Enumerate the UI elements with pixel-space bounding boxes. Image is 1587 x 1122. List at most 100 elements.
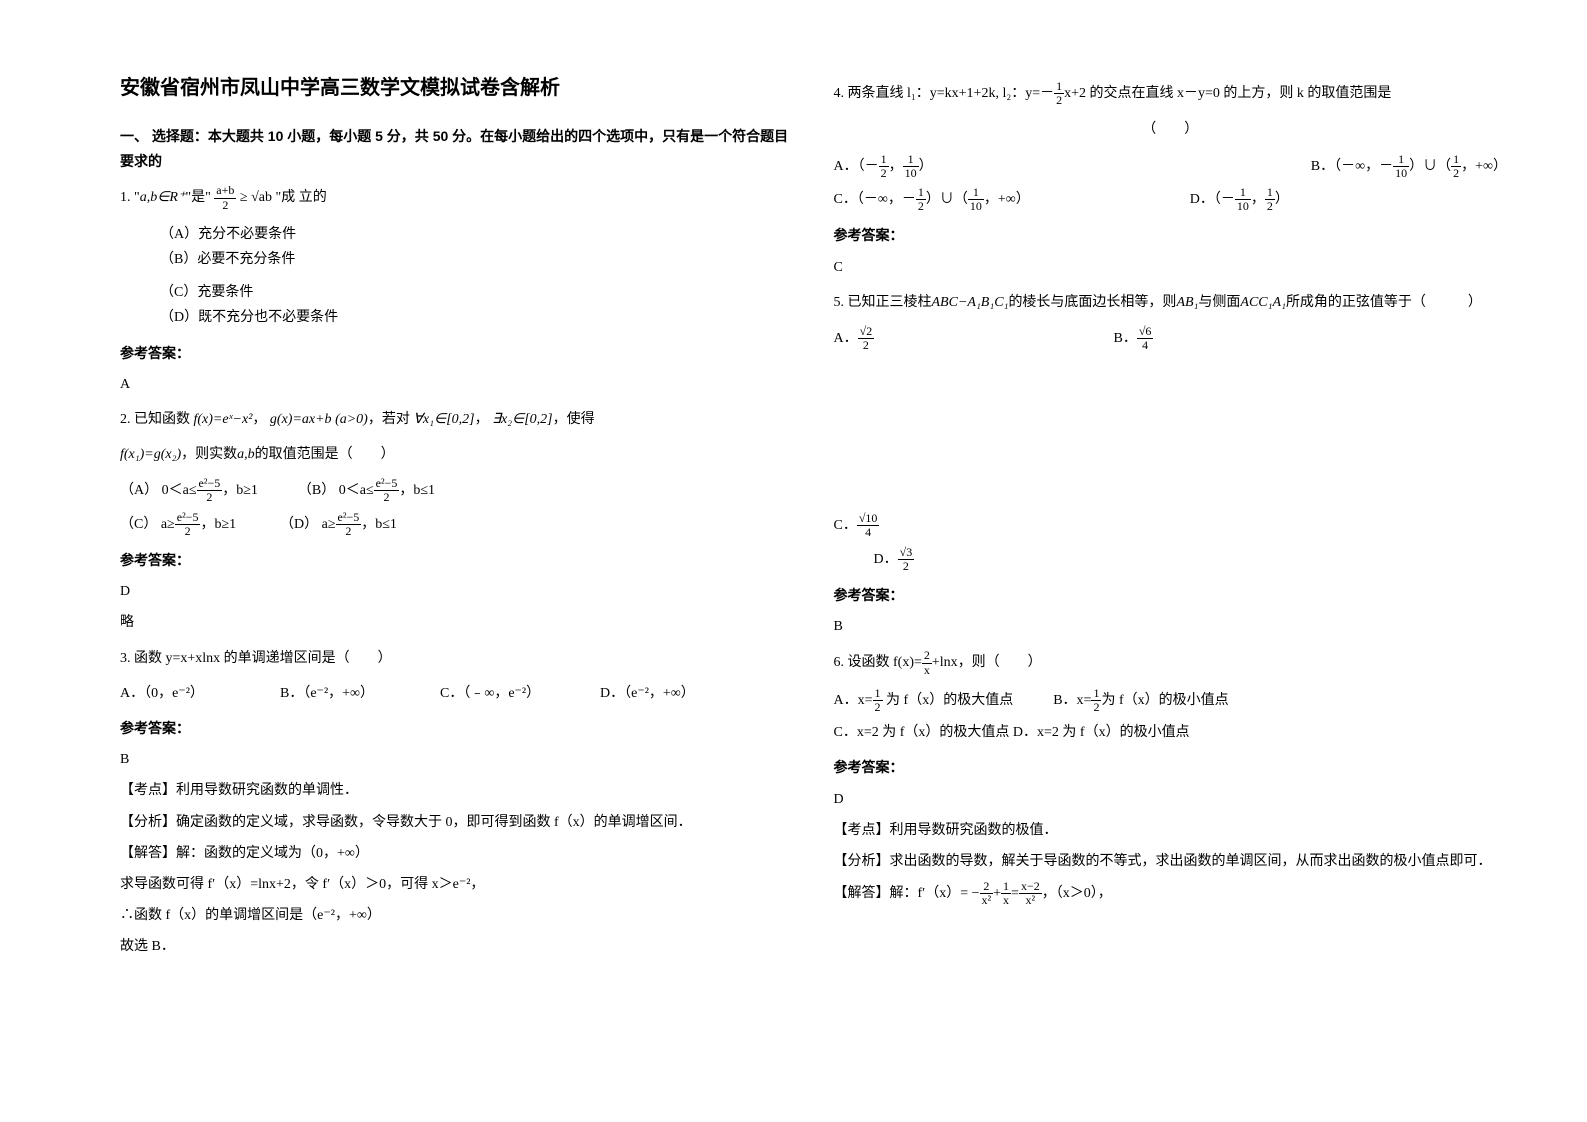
- q2-c2: ，: [475, 412, 489, 427]
- q2c-pre: （C）: [120, 517, 157, 532]
- q4-paren: （ ）: [834, 117, 1508, 142]
- q2-opt-b: （B） 0＜a≤e²−52，b≤1: [298, 477, 435, 504]
- q2-exists: ∃x₂∈[0,2]: [492, 412, 553, 427]
- q2-opts-ab: （A） 0＜a≤e²−52，b≥1 （B） 0＜a≤e²−52，b≤1: [120, 477, 794, 504]
- q2-opt-d: （D） a≥e²−52，b≤1: [280, 511, 400, 538]
- page-title: 安徽省宿州市凤山中学高三数学文模拟试卷含解析: [120, 70, 794, 106]
- q2-s1: 2. 已知函数: [120, 412, 190, 427]
- section1-heading: 一、 选择题：本大题共 10 小题，每小题 5 分，共 50 分。在每小题给出的…: [120, 124, 794, 174]
- question-5: 5. 已知正三棱柱ABC−A₁B₁C₁的棱长与底面边长相等，则AB₁与侧面ACC…: [834, 290, 1508, 315]
- q6-opt-cd: C．x=2 为 f（x）的极大值点 D．x=2 为 f（x）的极小值点: [834, 720, 1508, 745]
- q2-l2b: ，则实数: [181, 447, 237, 462]
- q4b-pre: B．（－∞，－: [1311, 158, 1393, 173]
- q5-opt-a: A．√22: [834, 325, 954, 352]
- q3-opt-b: B．（e⁻²，+∞）: [280, 681, 400, 706]
- q3-jd1: 【解答】解：函数的定义域为（0，+∞）: [120, 841, 794, 866]
- q6-jd-pre: 【解答】解：f′（x）= −: [834, 886, 980, 901]
- q2a-mid: ，b≥1: [222, 483, 258, 498]
- q4a-post: ）: [919, 158, 933, 173]
- q6-s1: 6. 设函数: [834, 655, 890, 670]
- q6a-post: 为 f（x）的极大值点: [883, 693, 1014, 708]
- q5-opt-c: C．√104: [834, 512, 954, 539]
- q2-opt-a: （A） 0＜a≤e²−52，b≥1: [120, 477, 258, 504]
- q4-frac-half: 12: [1054, 80, 1064, 107]
- q3-jd4: 故选 B．: [120, 934, 794, 959]
- q6-opts-ab: A．x=12 为 f（x）的极大值点 B．x=12为 f（x）的极小值点: [834, 687, 1508, 714]
- q5-ans: B: [834, 614, 1508, 639]
- q4d-pre: D．（－: [1190, 192, 1235, 207]
- q5-opts-abc: A．√22 B．√64 C．√104: [834, 325, 1508, 540]
- q5-s3: 与侧面: [1198, 295, 1240, 310]
- question-4: 4. 两条直线 l₁：y=kx+1+2k, l₂：y=－12x+2 的交点在直线…: [834, 80, 1508, 107]
- question-1: 1. "a,b∈R⁺"是" a+b2 ≥ ab "成 立的: [120, 184, 794, 211]
- q4-s2: x+2 的交点在直线 x－y=0 的上方，则 k 的取值范围是: [1064, 86, 1391, 101]
- q6b-post: 为 f（x）的极小值点: [1101, 693, 1228, 708]
- q2d-mid: ，b≤1: [361, 517, 397, 532]
- q4-ans: C: [834, 255, 1508, 280]
- q1-opt-a: （A）充分不必要条件: [160, 222, 296, 247]
- q4-opt-a: A．（－12，110）: [834, 153, 954, 180]
- q6a-pre: A．: [834, 693, 858, 708]
- q5-opts-d: D．√32: [834, 546, 1508, 573]
- q5-ab1: AB₁: [1176, 295, 1198, 310]
- q2-ans: D: [120, 579, 794, 604]
- q5-s2: 的棱长与底面边长相等，则: [1008, 295, 1176, 310]
- q3-opts: A．（0，e⁻²） B．（e⁻²，+∞） C．（﹣∞，e⁻²） D．（e⁻²，+…: [120, 681, 794, 706]
- q6-jd: 【解答】解：f′（x）= −2x²+1x=x−2x²，（x＞0），: [834, 880, 1508, 907]
- q3-opt-a: A．（0，e⁻²）: [120, 681, 240, 706]
- q2b-pre: （B）: [298, 483, 335, 498]
- q3-opt-c: C．（﹣∞，e⁻²）: [440, 681, 560, 706]
- q6b-pre: B．: [1053, 693, 1076, 708]
- q1-ans: A: [120, 372, 794, 397]
- q2-s3: ，使得: [553, 412, 595, 427]
- q2-l2d: 的取值范围是（ ）: [255, 447, 395, 462]
- q5-acc: ACC₁A₁: [1240, 295, 1286, 310]
- q4-opt-d: D．（－110，12）: [1190, 186, 1310, 213]
- q2-forall: ∀x₁∈[0,2]: [413, 412, 474, 427]
- q6-ans: D: [834, 787, 1508, 812]
- q4-ref: 参考答案：: [834, 223, 1508, 248]
- q5-ref: 参考答案：: [834, 583, 1508, 608]
- q4b-post: ，+∞）: [1461, 158, 1507, 173]
- q3-kd: 【考点】利用导数研究函数的单调性．: [120, 778, 794, 803]
- q3-jd3: ∴函数 f（x）的单调增区间是（e⁻²，+∞）: [120, 903, 794, 928]
- q2-lue: 略: [120, 610, 794, 635]
- q2-s2: ，若对: [368, 412, 410, 427]
- q1-opt-c: （C）充要条件: [160, 280, 253, 305]
- q3-jd2: 求导函数可得 f′（x）=lnx+2，令 f′（x）＞0，可得 x＞e⁻²，: [120, 872, 794, 897]
- q3-opt-d: D．（e⁻²，+∞）: [600, 681, 720, 706]
- q6-frac1: 2x: [922, 649, 932, 676]
- q1-stem-b: a,b∈R⁺: [140, 190, 186, 205]
- q6-jd-mid: +: [993, 886, 1001, 901]
- q1-options: （A）充分不必要条件 （B）必要不充分条件 （C）充要条件 （D）既不充分也不必…: [120, 222, 794, 331]
- q2d-pre: （D）: [280, 517, 318, 532]
- q5-opt-d: D．√32: [874, 546, 994, 573]
- q6-jd-post: ，（x＞0），: [1042, 886, 1112, 901]
- right-column: 4. 两条直线 l₁：y=kx+1+2k, l₂：y=－12x+2 的交点在直线…: [814, 70, 1528, 1092]
- q5-s1: 5. 已知正三棱柱: [834, 295, 932, 310]
- q1-opt-d: （D）既不充分也不必要条件: [160, 305, 338, 330]
- q2-ref: 参考答案：: [120, 548, 794, 573]
- q5-prism: ABC−A₁B₁C₁: [932, 295, 1009, 310]
- q2c-mid: ，b≥1: [200, 517, 236, 532]
- q6-kd: 【考点】利用导数研究函数的极值．: [834, 818, 1508, 843]
- q1-opt-b: （B）必要不充分条件: [160, 247, 295, 272]
- q4-opts-ab: A．（－12，110） B．（－∞，－110）∪（12，+∞）: [834, 153, 1508, 180]
- question-6: 6. 设函数 f(x)=2x+lnx，则（ ）: [834, 649, 1508, 676]
- q6-fx: 【分析】求出函数的导数，解关于导函数的不等式，求出函数的单调区间，从而求出函数的…: [834, 849, 1508, 874]
- q6-ref: 参考答案：: [834, 755, 1508, 780]
- q3-ans: B: [120, 747, 794, 772]
- question-2-line2: f(x₁)=g(x₂)，则实数a,b的取值范围是（ ）: [120, 442, 794, 467]
- q4-s1: 4. 两条直线 l₁：y=kx+1+2k, l₂：y=－: [834, 86, 1055, 101]
- q4-opts-cd: C．（－∞，－12）∪（110，+∞） D．（－110，12）: [834, 186, 1508, 213]
- q6-jd-eq: =: [1011, 886, 1019, 901]
- q6-opt-a: A．x=12 为 f（x）的极大值点: [834, 687, 1014, 714]
- q2-cond: (a>0): [335, 412, 368, 427]
- q4-opt-c: C．（－∞，－12）∪（110，+∞）: [834, 186, 1030, 213]
- q1-frac: a+b2: [214, 184, 236, 211]
- q3-ref: 参考答案：: [120, 716, 794, 741]
- q2-opts-cd: （C） a≥e²−52，b≥1 （D） a≥e²−52，b≤1: [120, 511, 794, 538]
- q6-opt-b: B．x=12为 f（x）的极小值点: [1053, 687, 1228, 714]
- q5b-pre: B．: [1114, 331, 1137, 346]
- q2-c1: ，: [252, 412, 266, 427]
